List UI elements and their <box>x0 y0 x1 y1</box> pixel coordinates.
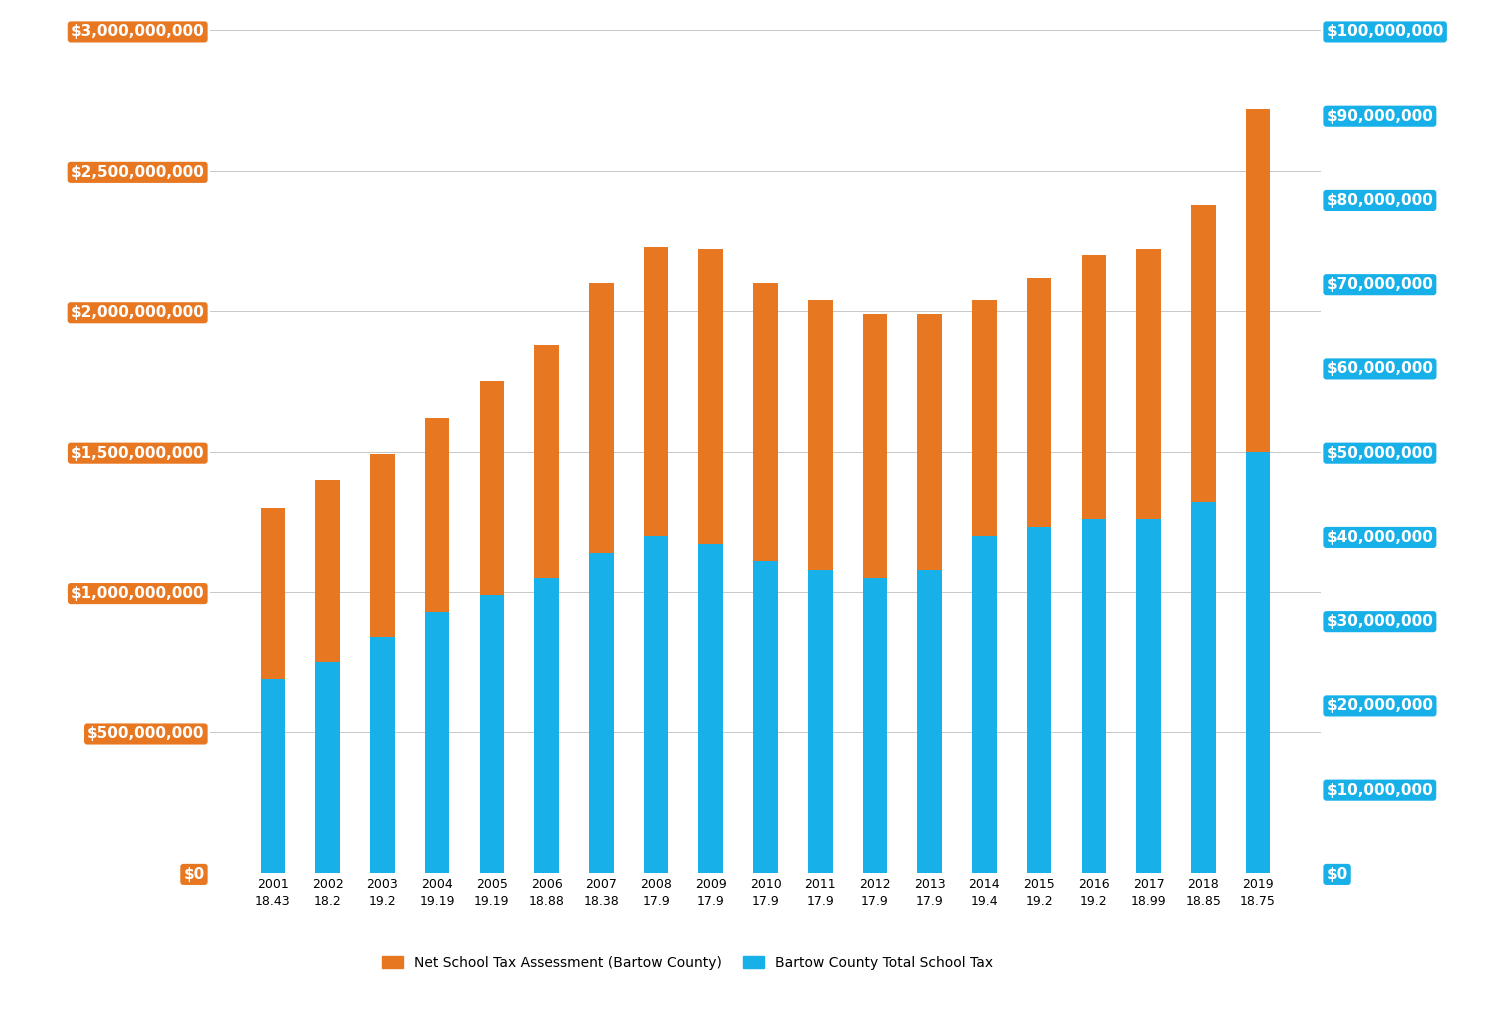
Bar <box>371 455 395 873</box>
Bar <box>1027 277 1052 873</box>
Bar <box>644 536 668 873</box>
Bar <box>698 544 723 873</box>
Bar <box>1190 205 1216 873</box>
Bar <box>863 314 887 873</box>
Bar <box>425 612 449 873</box>
Bar <box>1136 519 1160 873</box>
Bar <box>534 579 558 873</box>
Bar <box>315 663 341 873</box>
Bar <box>371 637 395 873</box>
Bar <box>808 300 833 873</box>
Bar <box>808 569 833 873</box>
Bar <box>315 480 341 873</box>
Bar <box>588 283 614 873</box>
Bar <box>698 250 723 873</box>
Bar <box>644 247 668 873</box>
Bar <box>1190 502 1216 873</box>
Bar <box>1082 255 1106 873</box>
Bar <box>261 508 285 873</box>
Bar <box>973 536 997 873</box>
Bar <box>1027 528 1052 873</box>
Bar <box>1082 519 1106 873</box>
Bar <box>1246 452 1270 873</box>
Bar <box>863 579 887 873</box>
Bar <box>754 561 778 873</box>
Bar <box>534 345 558 873</box>
Bar <box>588 553 614 873</box>
Bar <box>917 314 943 873</box>
Legend: Net School Tax Assessment (Bartow County), Bartow County Total School Tax: Net School Tax Assessment (Bartow County… <box>377 950 998 975</box>
Bar <box>973 300 997 873</box>
Bar <box>479 595 504 873</box>
Bar <box>1246 109 1270 873</box>
Bar <box>1136 250 1160 873</box>
Bar <box>754 283 778 873</box>
Bar <box>479 382 504 873</box>
Bar <box>917 569 943 873</box>
Bar <box>425 418 449 873</box>
Bar <box>261 679 285 873</box>
